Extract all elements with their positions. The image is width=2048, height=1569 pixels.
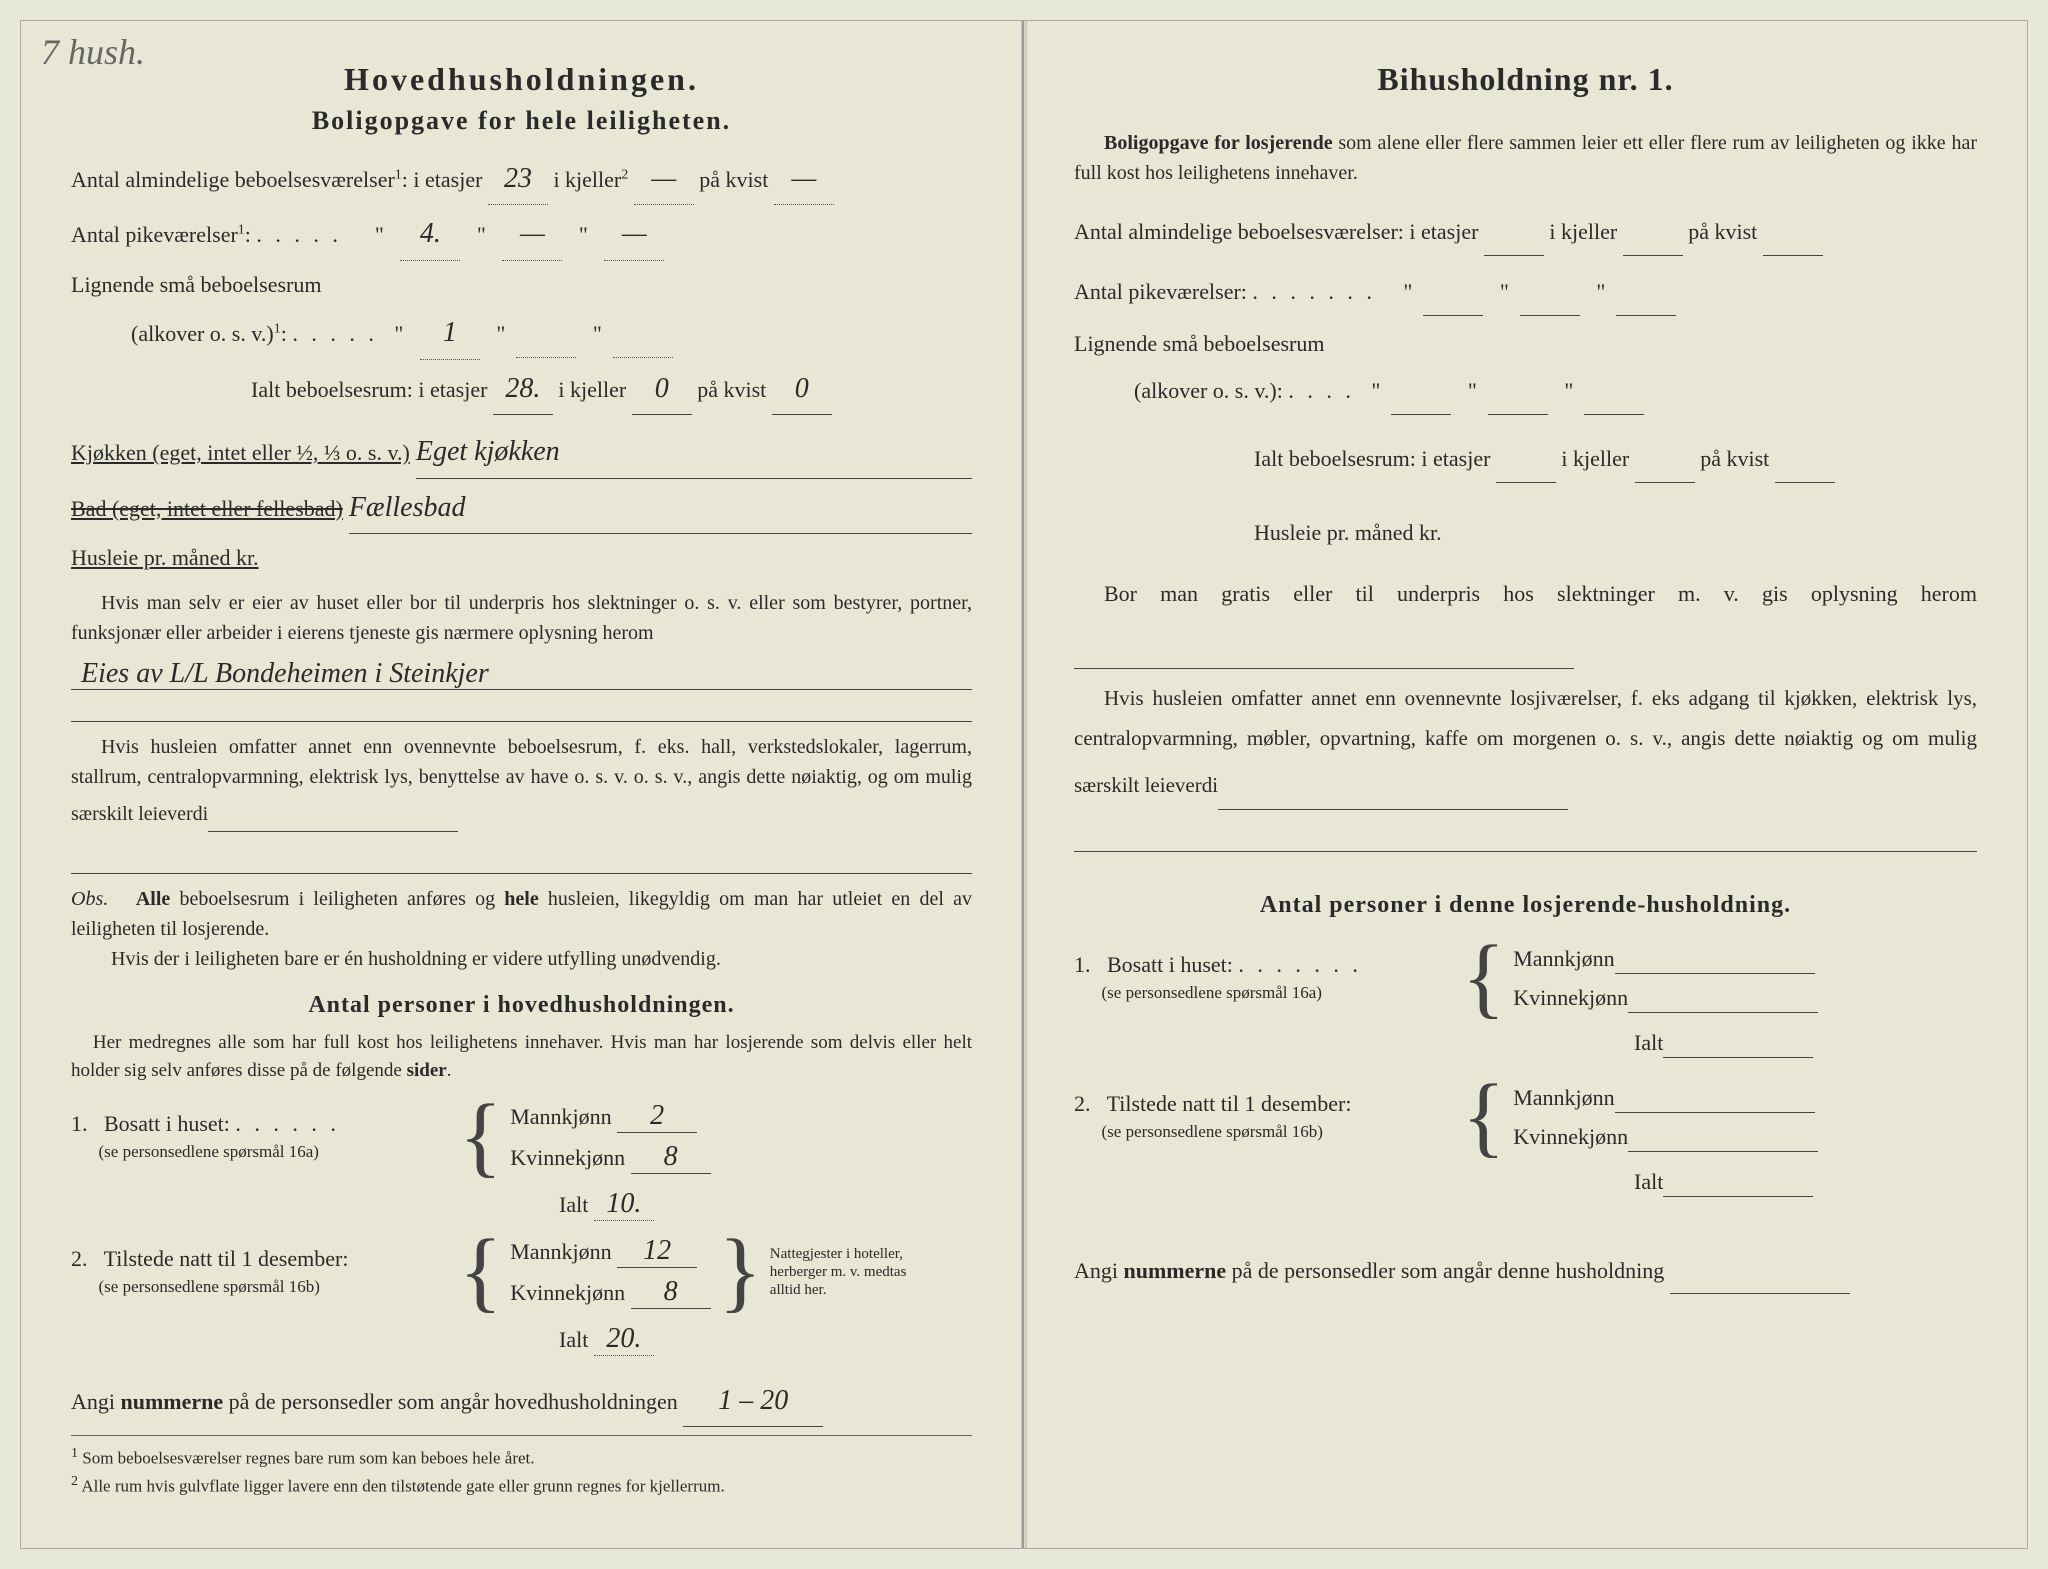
row3-v1: 1 xyxy=(420,308,480,359)
r-angi-row: Angi nummerne på de personsedler som ang… xyxy=(1074,1247,1977,1295)
left-title-2: Boligopgave for hele leiligheten. xyxy=(71,106,972,136)
r-husleie: Husleie pr. måned kr. xyxy=(1254,513,1977,553)
r-person-row-1: 1. Bosatt i huset: . . . . . . . (se per… xyxy=(1074,939,1977,1017)
row4-v2: 0 xyxy=(632,364,692,415)
brace-icon: { xyxy=(1462,1082,1505,1152)
brace-icon: { xyxy=(1462,943,1505,1013)
kjokken-value: Eget kjøkken xyxy=(416,427,972,478)
r-row3-label: Lignende små beboelsesrum xyxy=(1074,324,1977,364)
brace-icon: { xyxy=(459,1237,502,1307)
r-row3: (alkover o. s. v.): . . . . " " " xyxy=(1134,367,1977,415)
r-para2: Hvis husleien omfatter annet enn ovennev… xyxy=(1074,679,1977,809)
blank-line-2 xyxy=(71,842,972,874)
row1-kvist-value: — xyxy=(774,154,834,205)
left-page: 7 hush. Hovedhusholdningen. Boligopgave … xyxy=(21,21,1024,1548)
census-form-document: 7 hush. Hovedhusholdningen. Boligopgave … xyxy=(20,20,2028,1549)
row2-v1: 4. xyxy=(400,209,460,260)
p2-ialt: 20. xyxy=(594,1323,654,1356)
row-kjokken: Kjøkken (eget, intet eller ½, ⅓ o. s. v.… xyxy=(71,427,972,478)
para-eier: Hvis man selv er eier av huset eller bor… xyxy=(71,588,972,648)
angi-row: Angi nummerne på de personsedler som ang… xyxy=(71,1376,972,1427)
footnotes: 1 Som beboelsesværelser regnes bare rum … xyxy=(71,1435,972,1499)
p1-ialt: 10. xyxy=(594,1188,654,1221)
brace-icon: } xyxy=(719,1237,762,1307)
right-title: Bihusholdning nr. 1. xyxy=(1074,61,1977,98)
brace-icon: { xyxy=(459,1102,502,1172)
row-pike: Antal pikeværelser1: . . . . . " 4. " — … xyxy=(71,209,972,260)
para-husleie-omfatter: Hvis husleien omfatter annet enn ovennev… xyxy=(71,732,972,832)
left-title-1: Hovedhusholdningen. xyxy=(71,61,972,98)
p1-ialt-row: Ialt 10. xyxy=(559,1188,972,1221)
row1-label: Antal almindelige beboelsesværelser xyxy=(71,167,395,192)
r-para1: Bor man gratis eller til underpris hos s… xyxy=(1074,572,1977,669)
nattegjester-note: Nattegjester i hoteller, herberger m. v.… xyxy=(770,1245,910,1299)
row-ialt-rum: Ialt beboelsesrum: i etasjer 28. i kjell… xyxy=(251,364,972,415)
r-person-row-2: 2. Tilstede natt til 1 desember: (se per… xyxy=(1074,1078,1977,1156)
right-intro: Boligopgave for losjerende som alene ell… xyxy=(1074,128,1977,188)
row2-v3: — xyxy=(604,209,664,260)
p2-ialt-row: Ialt 20. xyxy=(559,1323,972,1356)
row4-v1: 28. xyxy=(493,364,553,415)
r-section-title: Antal personer i denne losjerende-hushol… xyxy=(1074,892,1977,919)
row4-v3: 0 xyxy=(772,364,832,415)
person-row-2: 2. Tilstede natt til 1 desember: (se per… xyxy=(71,1231,972,1313)
row-bad: Bad (eget, intet eller fellesbad) Fælles… xyxy=(71,483,972,534)
p1-mann: 2 xyxy=(617,1100,697,1133)
r-blank-line xyxy=(1074,820,1977,852)
p1-kvinne: 8 xyxy=(631,1141,711,1174)
r-row4: Ialt beboelsesrum: i etasjer i kjeller p… xyxy=(1254,435,1977,483)
r-row1: Antal almindelige beboelsesværelser: i e… xyxy=(1074,208,1977,256)
row-beboelse: Antal almindelige beboelsesværelser1: i … xyxy=(71,154,972,205)
row-alkover-label: Lignende små beboelsesrum xyxy=(71,265,972,305)
r-row2: Antal pikeværelser: . . . . . . . " " " xyxy=(1074,268,1977,316)
row1-etasjer-value: 23 xyxy=(488,154,548,205)
section-sub-left: Her medregnes alle som har full kost hos… xyxy=(71,1029,972,1086)
row-husleie: Husleie pr. måned kr. xyxy=(71,538,972,578)
para-eier-fill: Eies av L/L Bondeheimen i Steinkjer xyxy=(71,658,972,690)
handwritten-annotation: 7 hush. xyxy=(41,31,145,73)
angi-value: 1 – 20 xyxy=(683,1376,823,1427)
right-page: Bihusholdning nr. 1. Boligopgave for los… xyxy=(1024,21,2027,1548)
row-alkover: (alkover o. s. v.)1: . . . . . " 1 " " xyxy=(131,308,972,359)
row2-v2: — xyxy=(502,209,562,260)
p2-mann: 12 xyxy=(617,1235,697,1268)
obs-block: Obs. Alle beboelsesrum i leiligheten anf… xyxy=(71,884,972,974)
section-title-left: Antal personer i hovedhusholdningen. xyxy=(71,992,972,1019)
p2-kvinne: 8 xyxy=(631,1276,711,1309)
r-p2-ialt: Ialt xyxy=(1634,1166,1977,1197)
row1-kjeller-value: — xyxy=(634,154,694,205)
person-row-1: 1. Bosatt i huset: . . . . . . (se perso… xyxy=(71,1096,972,1178)
bad-value: Fællesbad xyxy=(349,483,972,534)
r-p1-ialt: Ialt xyxy=(1634,1027,1977,1058)
blank-line-1 xyxy=(71,690,972,722)
